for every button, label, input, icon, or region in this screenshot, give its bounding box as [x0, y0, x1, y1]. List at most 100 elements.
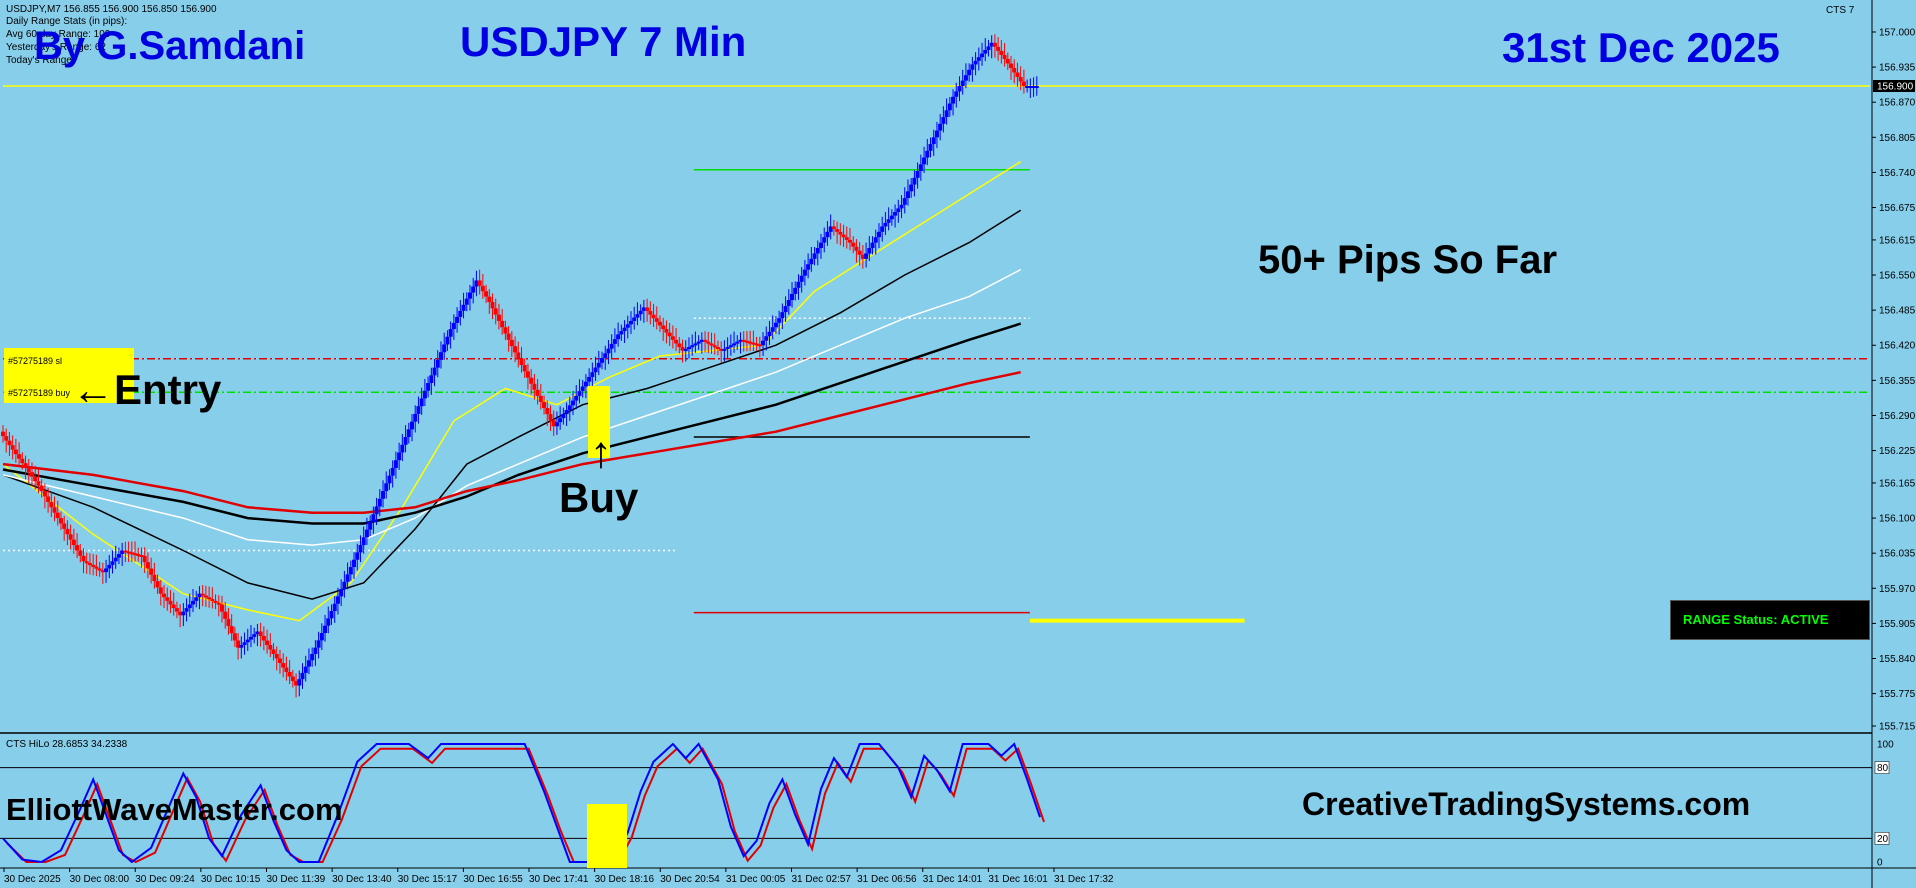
candle-body [667, 332, 672, 337]
time-tick-label: 30 Dec 15:17 [398, 874, 458, 885]
price-tick-label: 156.740 [1879, 168, 1916, 179]
candle-body [174, 608, 179, 612]
oscillator-tick-box [1874, 761, 1890, 774]
candle-body [265, 640, 270, 645]
candle-body [574, 395, 579, 401]
buy-label: Buy [559, 474, 639, 521]
corner-label: CTS 7 [1826, 5, 1855, 16]
candle-body [532, 383, 537, 390]
candle-body [732, 343, 737, 346]
candle-body [255, 631, 260, 635]
candle-body [902, 198, 907, 205]
oscillator-tick-label: 100 [1877, 740, 1894, 751]
candle-body [81, 555, 86, 562]
range-stats-avg: Avg 60 day Range: 109 [6, 29, 111, 40]
candle-body [203, 595, 208, 598]
candle-body [97, 568, 102, 571]
candle-body [741, 339, 746, 342]
candle-body [268, 644, 273, 650]
candle-body [835, 229, 840, 232]
candle-body [757, 344, 762, 347]
candle-body [184, 608, 189, 612]
candle-body [661, 325, 666, 330]
candle-body [281, 662, 286, 668]
candle-body [133, 553, 138, 556]
oscillator-tick-label: 80 [1877, 763, 1889, 774]
candle-body [107, 564, 112, 569]
candle-body [187, 604, 192, 609]
candle-body [20, 458, 25, 464]
candle-body [893, 212, 898, 216]
candle-body [100, 570, 105, 573]
buy-arrow-icon: ↑ [590, 428, 612, 477]
price-tick-label: 155.715 [1879, 722, 1916, 733]
price-tick-label: 156.035 [1879, 549, 1916, 560]
candle-body [851, 242, 856, 247]
candle-body [561, 414, 566, 419]
candle-body [954, 91, 959, 97]
candle-body [696, 341, 701, 344]
candle-body [17, 454, 22, 459]
time-tick-label: 30 Dec 11:39 [267, 874, 326, 885]
candle-body [899, 204, 904, 209]
candle-body [606, 348, 611, 354]
candle-body [78, 550, 83, 556]
candle-body [426, 383, 431, 391]
candle-body [519, 358, 524, 366]
candle-body [870, 242, 875, 249]
candle-body [42, 491, 47, 497]
candle-body [764, 336, 769, 341]
candle-body [216, 602, 221, 605]
candle-body [931, 137, 936, 145]
candle-body [84, 561, 89, 564]
candle-body [1012, 68, 1017, 73]
candle-body [358, 545, 363, 553]
candle-body [232, 633, 237, 641]
candle-body [178, 611, 183, 616]
candle-body [139, 554, 144, 557]
candle-body [219, 604, 224, 612]
candle-body [236, 640, 241, 648]
candle-body [313, 647, 318, 654]
candle-body [129, 552, 134, 555]
candle-body [277, 658, 282, 663]
range-status-text: RANGE Status: ACTIVE [1683, 612, 1829, 627]
price-tick-label: 156.550 [1879, 271, 1916, 282]
current-price-label: 156.900 [1877, 82, 1914, 93]
candle-body [474, 280, 479, 287]
candle-body [4, 436, 9, 441]
candle-body [593, 367, 598, 373]
candle-body [513, 346, 518, 353]
candle-body [297, 679, 302, 686]
candle-body [886, 219, 891, 223]
candle-body [422, 390, 427, 399]
candle-body [55, 512, 60, 519]
candle-body [136, 554, 141, 557]
candle-body [654, 318, 659, 322]
candle-body [748, 341, 753, 344]
candle-body [49, 501, 54, 508]
buy-candle-highlight [588, 386, 610, 458]
candle-body [419, 398, 424, 407]
candle-body [925, 150, 930, 158]
candle-body [761, 340, 766, 346]
candle-body [1005, 59, 1010, 64]
time-tick-label: 31 Dec 06:56 [857, 874, 917, 885]
candle-body [944, 110, 949, 118]
candle-body [967, 69, 972, 76]
candle-body [542, 401, 547, 409]
candle-body [274, 653, 279, 659]
candle-body [819, 242, 824, 249]
candle-body [126, 551, 131, 554]
time-tick-label: 31 Dec 00:05 [726, 874, 786, 885]
candle-body [400, 444, 405, 453]
candle-body [94, 566, 99, 569]
candle-body [554, 422, 559, 427]
price-tick-label: 155.970 [1879, 584, 1916, 595]
candle-body [564, 410, 569, 415]
candle-body [393, 460, 398, 468]
author-label: By G.Samdani [34, 24, 306, 68]
candle-body [996, 46, 1001, 51]
candle-body [110, 561, 115, 565]
